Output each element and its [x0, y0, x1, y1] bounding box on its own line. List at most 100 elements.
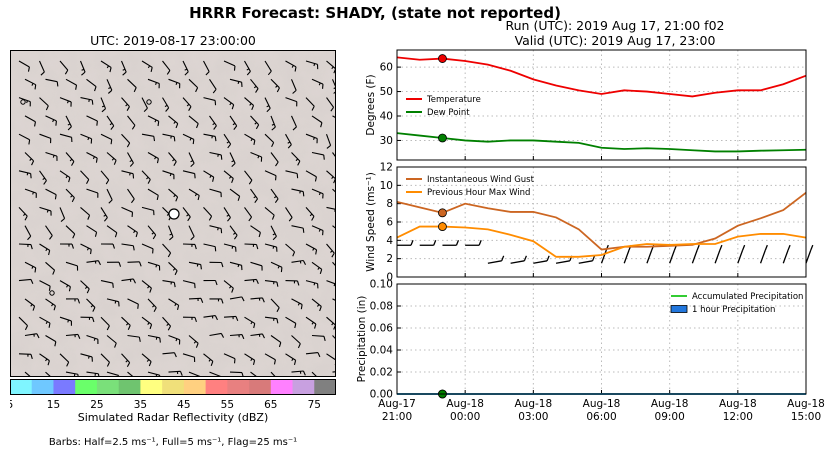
wind-barb — [223, 207, 231, 222]
wind-barb — [24, 333, 40, 339]
wind-barb — [59, 207, 66, 223]
wind-barb — [167, 225, 174, 241]
wind-barb — [264, 170, 277, 181]
wind-barb — [203, 279, 218, 286]
wind-barb — [311, 334, 326, 342]
y-axis-label: Degrees (F) — [365, 74, 377, 135]
wind-barb — [209, 115, 217, 130]
series-line — [396, 191, 807, 251]
wind-barb — [203, 353, 214, 366]
wind-barb — [168, 78, 181, 89]
hourly-barb-staff — [487, 260, 502, 264]
colorbar-tick-label: 5 — [10, 399, 13, 411]
wind-barb — [80, 280, 90, 294]
wind-barb — [100, 353, 110, 367]
colorbar-tick-label: 65 — [264, 399, 277, 411]
colorbar-tick-label: 45 — [177, 399, 190, 411]
wind-barb — [291, 335, 301, 349]
hourly-barb-staff — [578, 260, 593, 264]
run-time: Run (UTC): 2019 Aug 17, 21:00 f02 — [505, 18, 725, 33]
y-tick-label: 0.08 — [370, 301, 393, 313]
wind-barb — [168, 261, 178, 276]
wind-barb — [59, 97, 72, 107]
y-tick-label: 0.04 — [370, 345, 394, 357]
wind-barb — [65, 115, 72, 131]
wind-barb — [127, 371, 134, 376]
hourly-barb-feather — [719, 244, 723, 251]
main-title: HRRR Forecast: SHADY, (state not reporte… — [189, 4, 561, 22]
hourly-barb-feather — [433, 240, 437, 246]
wind-barb — [162, 280, 176, 288]
wind-barb — [45, 188, 57, 200]
wind-barb — [80, 170, 90, 184]
wind-barb — [291, 152, 301, 166]
wind-barb — [326, 353, 335, 365]
wind-barb — [209, 371, 221, 376]
wind-barb — [270, 152, 279, 167]
legend-label: Previous Hour Max Wind — [427, 188, 530, 198]
colorbar-swatch — [314, 379, 337, 395]
barb-legend-note: Barbs: Half=2.5 ms⁻¹, Full=5 ms⁻¹, Flag=… — [48, 437, 298, 448]
wind-barb — [203, 243, 217, 252]
x-tick-label: Aug-18 — [583, 398, 621, 410]
calm-wind-marker — [49, 290, 55, 296]
wind-barb — [188, 152, 195, 168]
wind-barb — [168, 152, 177, 166]
wind-barb — [305, 60, 319, 70]
wind-barb — [141, 170, 151, 184]
wind-barb — [18, 170, 32, 179]
wind-barb — [311, 225, 324, 236]
colorbar-swatch — [227, 379, 250, 395]
wind-barb — [121, 243, 135, 251]
wind-barb — [188, 335, 199, 348]
legend-swatch — [670, 305, 688, 313]
wind-barb — [39, 316, 51, 328]
legend-label: Temperature — [426, 95, 481, 105]
colorbar-swatch — [10, 379, 33, 395]
current-value-marker — [438, 208, 447, 218]
wind-barb — [244, 316, 256, 329]
wind-barb — [59, 133, 73, 143]
wind-barb — [18, 133, 31, 145]
legend-label: Instantaneous Wind Gust — [427, 175, 535, 185]
hourly-barb-feather — [742, 244, 746, 251]
wind-barb — [106, 335, 117, 348]
wind-barb — [127, 298, 139, 309]
colorbar-label: Simulated Radar Reflectivity (dBZ) — [77, 411, 269, 424]
wind-barb — [121, 133, 131, 148]
x-tick-label: 06:00 — [586, 411, 616, 423]
y-tick-label: 0 — [386, 272, 393, 284]
wind-barb — [24, 225, 32, 241]
wind-barb — [264, 60, 272, 76]
wind-barb — [100, 280, 114, 288]
wind-barb — [39, 243, 51, 256]
wind-barb — [141, 353, 152, 367]
wind-barb — [331, 79, 335, 94]
wind-barb — [162, 243, 172, 258]
wind-barb — [223, 353, 236, 364]
wind-barb — [203, 315, 218, 321]
wind-barb — [326, 60, 335, 74]
current-value-marker — [438, 54, 447, 63]
wind-barb — [188, 225, 195, 241]
wind-barb — [162, 316, 172, 331]
wind-barb — [39, 353, 50, 366]
wind-barb — [285, 133, 292, 149]
wind-barb — [147, 261, 161, 271]
wind-barb — [79, 60, 86, 76]
wind-barb — [203, 133, 217, 142]
wind-barb — [223, 97, 235, 110]
wind-barb — [80, 97, 94, 105]
wind-barb — [38, 60, 45, 76]
wind-barb — [121, 316, 131, 330]
wind-barb — [80, 206, 91, 220]
wind-barb — [332, 225, 335, 229]
colorbar-swatch — [183, 379, 206, 395]
wind-barb — [188, 188, 200, 201]
wind-barbs — [18, 60, 335, 376]
wind-barb — [270, 78, 280, 93]
wind-barb — [106, 225, 118, 238]
